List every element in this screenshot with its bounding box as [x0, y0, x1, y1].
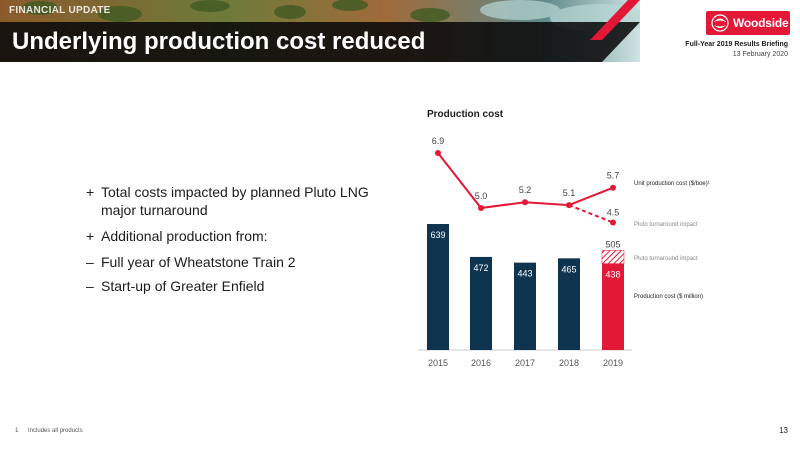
bar [602, 263, 624, 350]
footnote: 1 Includes all products [15, 428, 83, 434]
unit-cost-point [435, 150, 441, 156]
unit-cost-label: 5.0 [475, 191, 488, 201]
bullet-list: + Total costs impacted by planned Pluto … [86, 183, 386, 301]
stack-total-label: 505 [605, 239, 620, 249]
sub-bullet-text: Start-up of Greater Enfield [101, 278, 265, 294]
logo-text: Woodside [733, 16, 789, 30]
category-label: 2015 [428, 358, 448, 368]
dash-marker: – [86, 254, 94, 270]
bar [558, 258, 580, 350]
company-logo: Woodside [706, 11, 790, 35]
bullet-text: Total costs impacted by planned Pluto LN… [101, 184, 369, 218]
plus-marker: + [86, 228, 95, 244]
unit-cost-label: 5.1 [563, 188, 576, 198]
bar-label: 443 [517, 269, 532, 279]
legend-label: Unit production cost ($/boe)¹ [634, 181, 710, 187]
bullet-item: + Additional production from: [86, 227, 386, 245]
sub-bullet-item: – Full year of Wheatstone Train 2 [86, 253, 386, 271]
bullet-item: + Total costs impacted by planned Pluto … [86, 183, 386, 219]
bar [427, 224, 449, 350]
bullet-text: Additional production from: [101, 228, 268, 244]
briefing-title: Full-Year 2019 Results Briefing [685, 41, 788, 48]
adjusted-unit-cost-label: 4.5 [607, 207, 620, 217]
bar-label: 438 [605, 270, 620, 280]
category-label: 2019 [603, 358, 623, 368]
unit-cost-point [566, 202, 572, 209]
unit-cost-label: 5.7 [607, 171, 620, 181]
bar-label: 465 [561, 264, 576, 274]
bar [470, 256, 492, 350]
sub-bullet-text: Full year of Wheatstone Train 2 [101, 254, 296, 270]
briefing-date: 13 February 2020 [732, 51, 788, 58]
adjusted-unit-cost-point [610, 219, 616, 226]
footnote-number: 1 [15, 428, 19, 434]
briefing-info: Full-Year 2019 Results Briefing 13 Febru… [685, 40, 788, 60]
red-accent [590, 0, 640, 40]
chart-title: Production cost [427, 109, 504, 120]
bar [514, 262, 536, 350]
unit-cost-line [437, 152, 614, 210]
bar-label: 639 [430, 230, 445, 240]
legend-label: Pluto turnaround impact [634, 256, 698, 262]
adjusted-unit-cost-line [568, 204, 614, 224]
page-title: Underlying production cost reduced [12, 28, 426, 55]
header-banner: FINANCIAL UPDATE Underlying production c… [0, 0, 640, 62]
unit-cost-point [522, 199, 528, 206]
woodside-logo-icon [711, 14, 729, 32]
unit-cost-label: 6.9 [432, 136, 445, 146]
footnote-text: Includes all products [28, 428, 83, 434]
section-tag: FINANCIAL UPDATE [9, 5, 111, 16]
unit-cost-point [478, 205, 484, 211]
sub-bullet-item: – Start-up of Greater Enfield [86, 277, 386, 295]
dash-marker: – [86, 278, 94, 294]
unit-cost-point [610, 184, 616, 191]
category-label: 2016 [471, 358, 491, 368]
category-label: 2018 [559, 358, 579, 368]
legend-label: Pluto turnaround impact [634, 222, 698, 228]
category-label: 2017 [515, 358, 535, 368]
bar-label: 472 [473, 263, 488, 273]
page-number: 13 [779, 426, 788, 435]
turnaround-bar-segment [601, 250, 625, 264]
legend-label: Production cost ($ million) [634, 294, 703, 300]
plus-marker: + [86, 184, 95, 200]
unit-cost-label: 5.2 [519, 185, 532, 195]
title-strip [0, 22, 640, 62]
